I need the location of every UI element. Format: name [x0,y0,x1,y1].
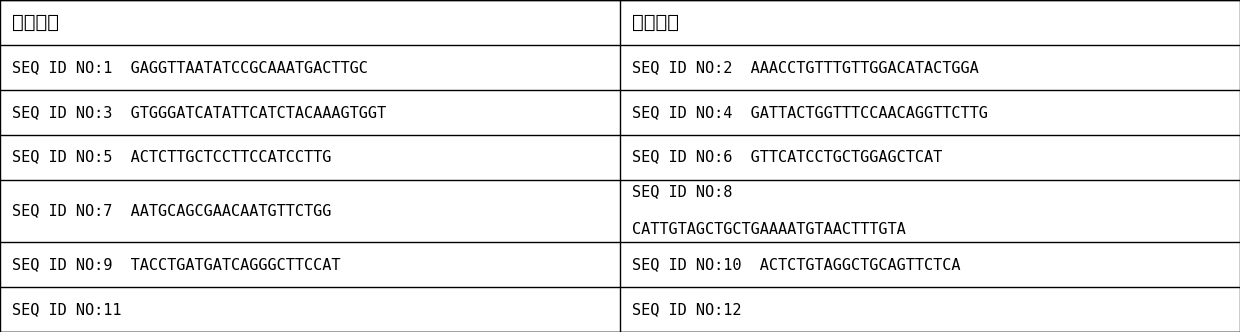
Text: 反向引物: 反向引物 [632,13,680,32]
Text: SEQ ID NO:3  GTGGGATCATATTCATCTACAAAGTGGT: SEQ ID NO:3 GTGGGATCATATTCATCTACAAAGTGGT [12,105,387,120]
Text: CATTGTAGCTGCTGAAAATGTAACTTTGTA: CATTGTAGCTGCTGAAAATGTAACTTTGTA [632,222,906,237]
Text: SEQ ID NO:2  AAACCTGTTTGTTGGACATACTGGA: SEQ ID NO:2 AAACCTGTTTGTTGGACATACTGGA [632,60,980,75]
Text: SEQ ID NO:6  GTTCATCCTGCTGGAGCTCAT: SEQ ID NO:6 GTTCATCCTGCTGGAGCTCAT [632,149,942,165]
Text: SEQ ID NO:8: SEQ ID NO:8 [632,185,733,200]
Text: 正向引物: 正向引物 [12,13,60,32]
Text: SEQ ID NO:1  GAGGTTAATATCCGCAAATGACTTGC: SEQ ID NO:1 GAGGTTAATATCCGCAAATGACTTGC [12,60,368,75]
Text: SEQ ID NO:4  GATTACTGGTTTCCAACAGGTTCTTG: SEQ ID NO:4 GATTACTGGTTTCCAACAGGTTCTTG [632,105,988,120]
Text: SEQ ID NO:10  ACTCTGTAGGCTGCAGTTCTCA: SEQ ID NO:10 ACTCTGTAGGCTGCAGTTCTCA [632,257,961,272]
Text: SEQ ID NO:5  ACTCTTGCTCCTTCCATCCTTG: SEQ ID NO:5 ACTCTTGCTCCTTCCATCCTTG [12,149,332,165]
Text: SEQ ID NO:7  AATGCAGCGAACAATGTTCTGG: SEQ ID NO:7 AATGCAGCGAACAATGTTCTGG [12,204,332,218]
Text: SEQ ID NO:9  TACCTGATGATCAGGGCTTCCAT: SEQ ID NO:9 TACCTGATGATCAGGGCTTCCAT [12,257,341,272]
Text: SEQ ID NO:12: SEQ ID NO:12 [632,302,742,317]
Text: SEQ ID NO:11: SEQ ID NO:11 [12,302,122,317]
